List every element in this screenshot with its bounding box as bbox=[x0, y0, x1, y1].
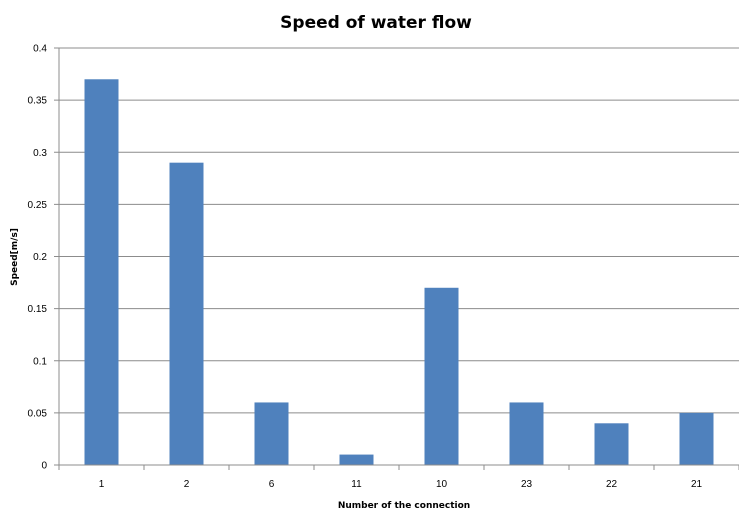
x-tick-label: 23 bbox=[521, 479, 533, 490]
x-tick-label: 11 bbox=[351, 479, 362, 490]
x-tick-label: 6 bbox=[269, 479, 275, 490]
y-tick-labels: 0 0.05 0.1 0.15 0.2 0.25 0.3 0.35 0.4 bbox=[28, 44, 48, 472]
x-tick-label: 22 bbox=[606, 479, 618, 490]
y-tick-label: 0.3 bbox=[33, 148, 47, 159]
x-tick-label: 2 bbox=[184, 479, 190, 490]
bar-1 bbox=[84, 79, 119, 466]
y-axis-title: Speed[m/s] bbox=[10, 228, 20, 286]
y-tick-label: 0.1 bbox=[33, 356, 47, 367]
y-tick-label: 0 bbox=[41, 461, 47, 472]
bar-2 bbox=[169, 162, 204, 466]
y-tick-label: 0.4 bbox=[33, 44, 47, 55]
bars bbox=[84, 79, 714, 466]
x-axis-title: Number of the connection bbox=[338, 501, 470, 511]
bar-11 bbox=[339, 454, 374, 465]
axes bbox=[54, 47, 739, 470]
y-tick-label: 0.05 bbox=[28, 408, 48, 419]
x-tick-labels: 1 2 6 11 10 23 22 21 bbox=[99, 479, 703, 490]
bar-6 bbox=[254, 402, 289, 465]
y-tick-label: 0.35 bbox=[28, 96, 48, 107]
bar-10 bbox=[424, 287, 459, 465]
bar-22 bbox=[594, 423, 629, 465]
y-tick-label: 0.15 bbox=[28, 304, 48, 315]
x-tick-label: 1 bbox=[99, 479, 105, 490]
x-tick-label: 10 bbox=[436, 479, 448, 490]
x-tick-label: 21 bbox=[691, 479, 703, 490]
y-tick-label: 0.2 bbox=[33, 252, 47, 263]
gridlines bbox=[59, 47, 739, 414]
bar-23 bbox=[509, 402, 544, 465]
bar-21 bbox=[679, 412, 714, 465]
chart-title: Speed of water flow bbox=[280, 13, 472, 33]
y-tick-label: 0.25 bbox=[28, 200, 48, 211]
